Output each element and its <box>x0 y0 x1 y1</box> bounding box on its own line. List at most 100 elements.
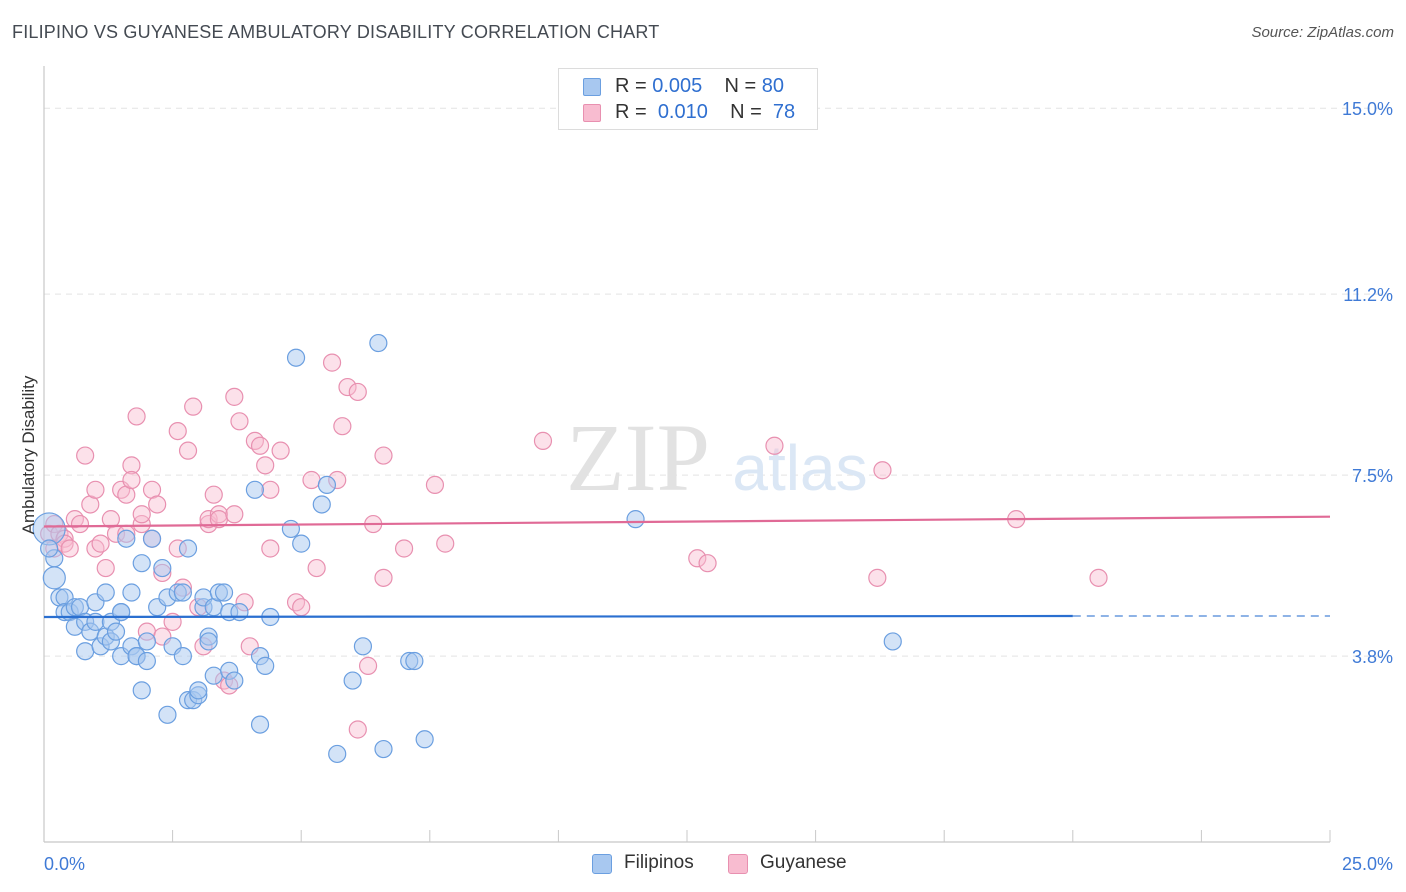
guyanese-point <box>348 720 367 739</box>
guyanese-point <box>374 446 393 465</box>
guyanese-point <box>127 407 146 426</box>
guyanese-trend-line <box>43 515 1331 528</box>
legend-r-label: R = <box>615 101 653 123</box>
legend-r-value: 0.010 <box>657 101 708 123</box>
guyanese-point <box>76 446 95 465</box>
filipinos-point <box>256 656 275 675</box>
filipinos-point <box>76 642 95 661</box>
filipinos-point <box>230 602 249 622</box>
guyanese-point <box>250 436 270 455</box>
filipinos-point <box>317 475 337 495</box>
x-tick-label: 25.0% <box>1342 854 1393 874</box>
guyanese-point <box>688 549 707 568</box>
guyanese-point <box>91 534 110 553</box>
filipinos-point <box>225 671 244 690</box>
guyanese-point <box>271 441 290 460</box>
series-legend: Filipinos Guyanese <box>0 850 1406 880</box>
filipinos-point <box>40 539 59 558</box>
legend-n-label: N = <box>724 75 762 97</box>
guyanese-point <box>333 417 352 436</box>
filipinos-point <box>117 529 136 548</box>
legend-n-label: N = <box>730 101 768 123</box>
filipinos-points <box>32 333 902 764</box>
tick-labels: 3.8% 7.5% 11.2% 15.0% 0.0% 25.0% <box>44 99 1393 874</box>
filipinos-point <box>132 681 151 700</box>
watermark-zip: ZIP <box>566 404 710 511</box>
grid-lines <box>44 107 1390 657</box>
filipinos-point <box>132 554 151 573</box>
filipinos-point <box>292 534 311 553</box>
filipinos-point <box>189 681 208 700</box>
y-tick-label: 11.2% <box>1343 285 1393 305</box>
guyanese-point <box>60 539 79 558</box>
guyanese-point <box>225 505 244 524</box>
filipinos-point <box>343 671 362 690</box>
filipinos-point <box>214 583 234 602</box>
filipinos-point <box>369 333 388 353</box>
guyanese-point <box>86 480 105 499</box>
guyanese-point <box>122 456 141 475</box>
filipinos-point <box>122 583 141 602</box>
filipinos-point <box>106 622 126 641</box>
x-tick-label: 0.0% <box>44 854 85 874</box>
guyanese-point <box>168 421 187 441</box>
guyanese-point <box>425 475 445 495</box>
filipinos-point <box>173 583 192 602</box>
guyanese-swatch <box>728 854 748 874</box>
legend-label-filipinos: Filipinos <box>624 852 694 873</box>
guyanese-point <box>286 593 306 612</box>
guyanese-point <box>122 470 141 490</box>
axes <box>43 66 1331 843</box>
guyanese-point <box>358 656 378 675</box>
guyanese-point <box>132 505 151 524</box>
y-axis-label: Ambulatory Disability <box>19 375 38 534</box>
guyanese-point <box>204 485 223 504</box>
legend-r-label: R = <box>615 75 653 97</box>
filipinos-point <box>374 739 393 759</box>
guyanese-point <box>70 514 90 534</box>
guyanese-point <box>65 510 84 529</box>
filipinos-point <box>312 495 331 514</box>
filipinos-point <box>158 705 177 724</box>
filipinos-point <box>286 348 306 367</box>
y-tick-label: 7.5% <box>1352 466 1393 486</box>
filipinos-point <box>405 651 424 671</box>
watermark: ZIP atlas <box>566 404 868 511</box>
guyanese-point <box>245 431 265 450</box>
filipinos-point <box>281 519 301 539</box>
guyanese-point <box>338 377 357 397</box>
legend-n-value: 78 <box>772 101 796 123</box>
filipinos-point <box>250 715 270 734</box>
trend-lines <box>43 515 1331 619</box>
guyanese-point <box>394 539 414 558</box>
filipinos-point <box>883 632 902 651</box>
guyanese-point <box>225 387 244 406</box>
guyanese-point <box>868 568 887 587</box>
watermark-atlas: atlas <box>732 432 867 504</box>
chart-title: FILIPINO VS GUYANESE AMBULATORY DISABILI… <box>12 22 660 42</box>
guyanese-point <box>96 558 115 578</box>
correlation-legend: R = 0.005 N = 80 R = 0.010 N = 78 <box>558 68 818 130</box>
guyanese-point <box>148 495 167 514</box>
filipinos-point <box>137 651 156 671</box>
filipinos-point <box>626 510 645 529</box>
filipinos-swatch <box>592 854 612 874</box>
guyanese-point <box>698 554 717 573</box>
filipinos-point <box>142 529 162 548</box>
guyanese-point <box>184 397 203 416</box>
legend-r-value: 0.005 <box>652 75 703 97</box>
guyanese-point <box>256 456 275 475</box>
guyanese-point <box>873 461 892 480</box>
guyanese-point <box>261 480 280 499</box>
filipinos-point <box>415 730 434 749</box>
guyanese-point <box>307 558 326 578</box>
guyanese-point <box>261 539 280 558</box>
filipinos-point <box>153 558 172 578</box>
guyanese-point <box>302 470 321 490</box>
guyanese-point <box>322 353 342 372</box>
y-tick-label: 15.0% <box>1342 99 1393 119</box>
filipinos-point <box>204 666 223 685</box>
legend-label-guyanese: Guyanese <box>760 852 847 873</box>
guyanese-point <box>436 534 455 553</box>
